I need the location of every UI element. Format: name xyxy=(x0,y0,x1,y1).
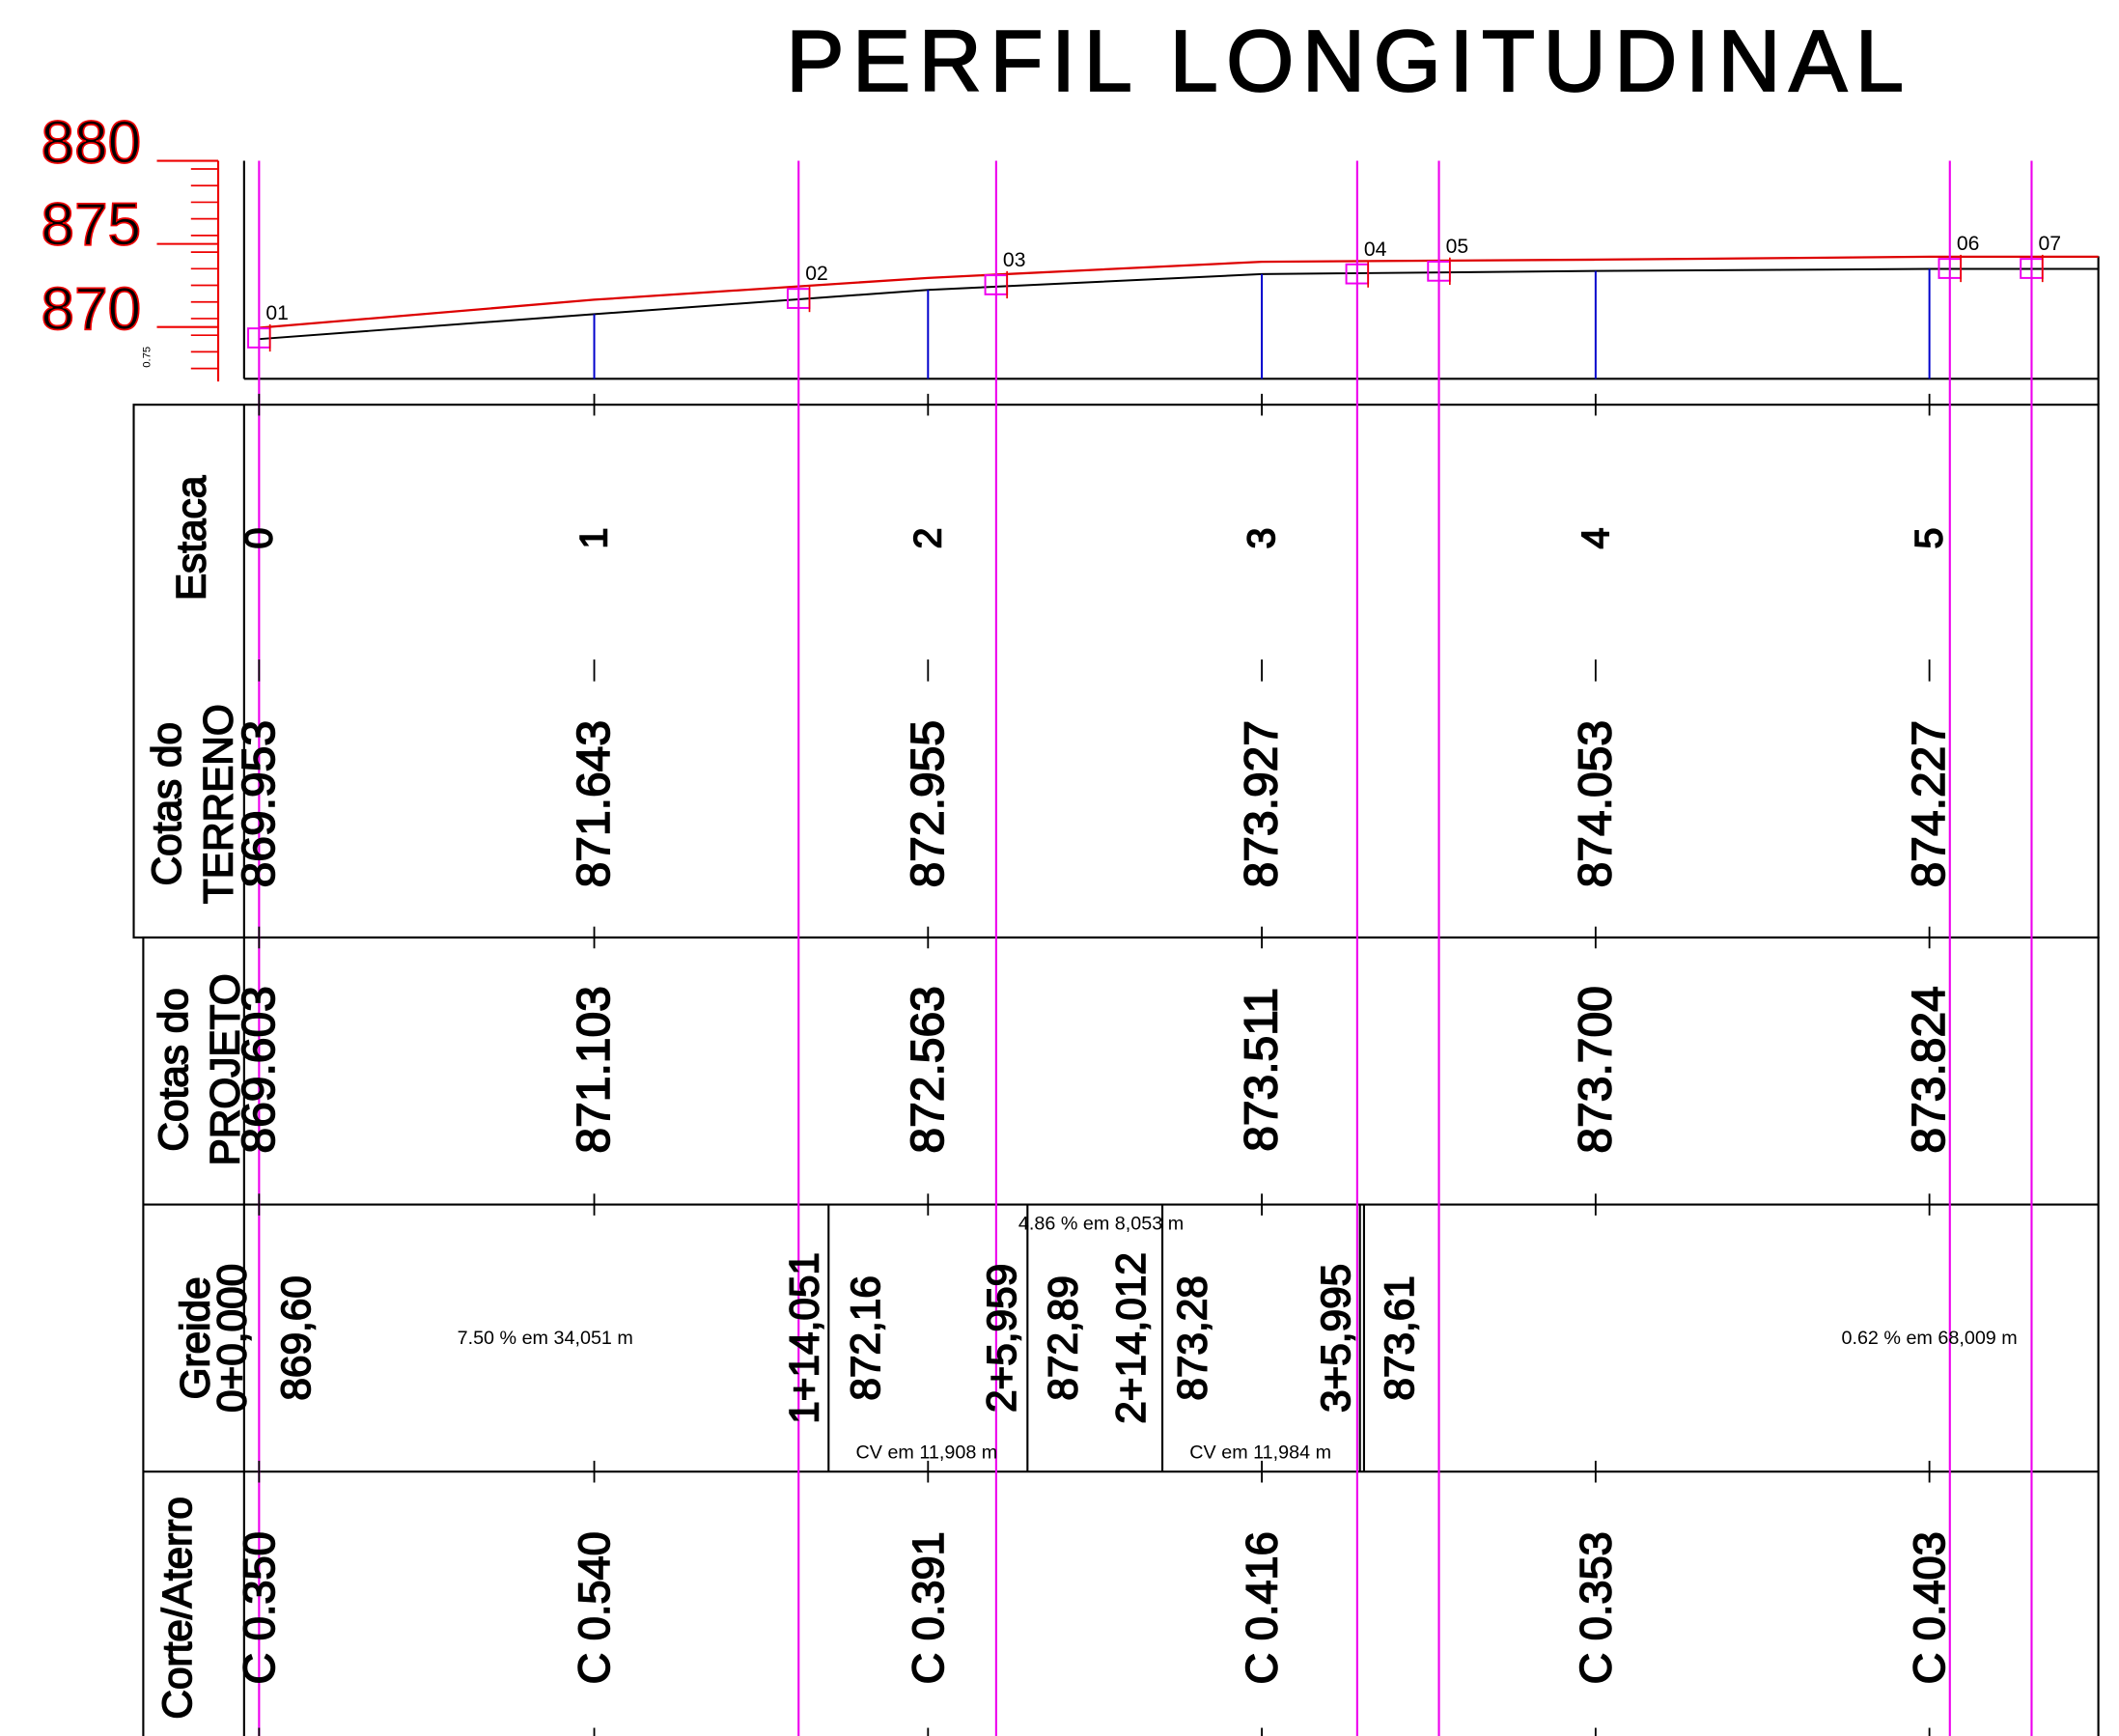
row-label: TERRENO xyxy=(196,704,241,904)
greide-text: 1+14,051 xyxy=(781,1252,826,1424)
corte-value: C 0.416 xyxy=(1238,1531,1287,1684)
corte-value: C 0.403 xyxy=(1905,1531,1954,1684)
terrain-line xyxy=(259,255,2099,329)
row-label: Cotas do xyxy=(144,722,189,885)
greide-text: 0.62 % em 68,009 m xyxy=(1841,1328,2017,1349)
estaca-value: 4 xyxy=(1575,527,1617,548)
point-label: 07 xyxy=(2039,233,2062,255)
corte-value: C 0.350 xyxy=(235,1531,284,1684)
point-label: 03 xyxy=(1003,249,1026,271)
elevation-label: 875 xyxy=(42,191,142,258)
estaca-value: 3 xyxy=(1241,527,1283,548)
projeto-value: 873.700 xyxy=(1570,986,1621,1153)
greide-text: 872,16 xyxy=(843,1275,888,1400)
greide-text: 869,60 xyxy=(273,1275,319,1400)
projeto-value: 872.563 xyxy=(903,986,954,1153)
greide-text: 2+14,012 xyxy=(1108,1252,1154,1424)
estaca-value: 2 xyxy=(906,527,949,548)
row-label: Greide xyxy=(173,1276,218,1399)
point-label: 06 xyxy=(1957,233,1980,255)
estaca-value: 5 xyxy=(1909,527,1951,548)
terreno-value: 874.227 xyxy=(1904,720,1955,887)
point-label: 04 xyxy=(1364,238,1387,261)
title: PERFIL LONGITUDINAL xyxy=(786,13,1911,110)
terreno-value: 874.053 xyxy=(1570,720,1621,887)
greide-text: 2+5,959 xyxy=(979,1264,1024,1413)
greide-text: 3+5,995 xyxy=(1313,1264,1358,1413)
greide-text: 873,61 xyxy=(1377,1275,1422,1400)
corte-value: C 0.391 xyxy=(904,1531,953,1684)
frame xyxy=(132,160,2100,1736)
elevation-label: 870 xyxy=(42,276,142,343)
row-label: Corte/Aterro xyxy=(154,1497,200,1720)
projeto-value: 869.603 xyxy=(234,986,285,1153)
point-label: 02 xyxy=(805,263,828,285)
greide-text: CV em 11,984 m xyxy=(1189,1442,1331,1463)
elevation-ruler xyxy=(156,159,220,382)
point-label: 05 xyxy=(1446,236,1469,258)
projeto-value: 873.511 xyxy=(1237,988,1288,1152)
projeto-value: 873.824 xyxy=(1904,986,1955,1153)
terreno-value: 872.955 xyxy=(903,720,954,887)
terreno-value: 873.927 xyxy=(1237,720,1288,887)
greide-text: 4.86 % em 8,053 m xyxy=(1018,1213,1184,1234)
row-label: Estaca xyxy=(168,475,213,601)
row-label: Cotas do xyxy=(151,988,196,1151)
estaca-value: 1 xyxy=(573,527,616,548)
greide-text: CV em 11,908 m xyxy=(856,1442,998,1463)
greide-text: 872,89 xyxy=(1041,1275,1086,1400)
greide-text: 873,28 xyxy=(1170,1275,1215,1400)
corte-value: C 0.353 xyxy=(1571,1531,1620,1684)
greide-text: 0+0,000 xyxy=(209,1264,255,1413)
row-label: PROJETO xyxy=(203,973,248,1165)
elevation-label: 880 xyxy=(42,110,142,177)
corte-value: C 0.540 xyxy=(570,1531,619,1684)
estaca-value: 0 xyxy=(237,527,280,548)
terreno-value: 869.953 xyxy=(234,720,285,887)
point-label: 01 xyxy=(265,302,289,324)
greide-text: 7.50 % em 34,051 m xyxy=(458,1328,633,1349)
terreno-value: 871.643 xyxy=(569,720,620,887)
projeto-value: 871.103 xyxy=(569,986,620,1153)
scale-note: 0.75 xyxy=(142,347,153,368)
